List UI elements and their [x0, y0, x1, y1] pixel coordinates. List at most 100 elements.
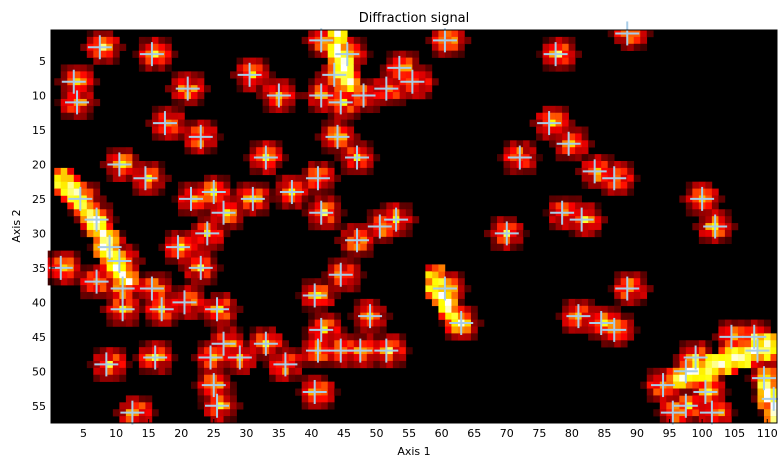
heatmap-cell — [308, 360, 315, 369]
heatmap-cell — [614, 271, 622, 279]
heatmap-cell — [86, 285, 94, 293]
heatmap-cell — [672, 388, 680, 396]
heatmap-cell — [562, 43, 569, 51]
peak-marker — [328, 90, 353, 115]
heatmap-cell — [158, 126, 166, 134]
heatmap-cell — [620, 161, 628, 169]
heatmap-cell — [718, 340, 726, 348]
heatmap-cell — [230, 333, 237, 341]
heatmap-cell — [705, 181, 713, 189]
heatmap-cell — [301, 174, 309, 182]
heatmap-cell — [510, 223, 517, 231]
heatmap-cell — [757, 381, 765, 389]
heatmap-cell — [282, 195, 289, 203]
heatmap-cell — [770, 367, 778, 376]
heatmap-cell — [99, 209, 107, 217]
heatmap-cell — [262, 167, 270, 176]
heatmap-cell — [757, 326, 765, 334]
heatmap-cell — [347, 354, 355, 362]
heatmap-cell — [132, 292, 140, 300]
heatmap-cell — [190, 209, 198, 217]
heatmap-cell — [177, 119, 185, 127]
heatmap-cell — [575, 229, 582, 238]
heatmap-cell — [93, 292, 101, 300]
heatmap-cell — [204, 126, 211, 134]
heatmap-cell — [262, 188, 270, 196]
heatmap-cell — [73, 188, 81, 196]
heatmap-cell — [431, 264, 439, 272]
heatmap-cell — [692, 188, 700, 196]
heatmap-cell — [197, 216, 205, 224]
heatmap-cell — [542, 64, 550, 72]
heatmap-cell — [99, 36, 107, 45]
peak-marker — [651, 373, 676, 398]
heatmap-cell — [763, 402, 771, 410]
heatmap-cell — [360, 326, 368, 334]
x-tick-label: 45 — [337, 427, 351, 440]
heatmap-cell — [314, 85, 322, 93]
heatmap-cell — [614, 181, 622, 189]
heatmap-cell — [151, 133, 159, 141]
heatmap-cell — [510, 140, 517, 148]
heatmap-cell — [718, 347, 726, 355]
heatmap-cell — [633, 43, 641, 51]
heatmap-cell — [412, 71, 420, 79]
heatmap-cell — [308, 195, 315, 203]
heatmap-cell — [93, 30, 101, 38]
heatmap-cell — [197, 85, 205, 93]
heatmap-cell — [204, 119, 211, 127]
heatmap-cell — [138, 367, 146, 376]
heatmap-cell — [256, 347, 263, 355]
heatmap-cell — [405, 347, 413, 355]
heatmap-cell — [145, 409, 153, 417]
heatmap-cell — [360, 354, 368, 362]
heatmap-cell — [698, 395, 706, 403]
heatmap-cell — [177, 98, 185, 107]
heatmap-cell — [112, 312, 120, 320]
heatmap-cell — [366, 98, 374, 107]
heatmap-cell — [568, 223, 576, 231]
heatmap-cell — [327, 43, 335, 51]
heatmap-cell — [750, 360, 758, 369]
heatmap-cell — [353, 340, 361, 348]
heatmap-cell — [217, 416, 224, 424]
heatmap-cell — [321, 395, 329, 403]
heatmap-cell — [67, 257, 75, 265]
heatmap-cell — [672, 354, 680, 362]
peak-marker — [374, 76, 399, 101]
heatmap-cell — [171, 195, 179, 203]
heatmap-cell — [698, 374, 706, 382]
peak-marker — [165, 235, 190, 260]
heatmap-cell — [275, 333, 283, 341]
heatmap-cell — [112, 292, 120, 300]
heatmap-cell — [314, 105, 322, 114]
heatmap-cell — [575, 223, 582, 231]
heatmap-cell — [523, 161, 530, 169]
heatmap-cell — [334, 264, 342, 272]
heatmap-cell — [497, 154, 504, 162]
heatmap-cell — [327, 181, 335, 189]
heatmap-cell — [373, 216, 381, 224]
heatmap-cell — [405, 92, 413, 100]
heatmap-cell — [249, 326, 257, 334]
peak-marker — [690, 186, 715, 211]
heatmap-cell — [750, 367, 758, 376]
peak-marker — [302, 379, 327, 404]
heatmap-cell — [190, 92, 198, 100]
heatmap-cell — [54, 181, 62, 189]
peak-marker — [188, 255, 213, 280]
heatmap-cell — [568, 147, 576, 155]
heatmap-cell — [256, 181, 263, 189]
peak-marker — [703, 214, 728, 239]
heatmap-cell — [405, 209, 413, 217]
heatmap-cell — [399, 340, 407, 348]
heatmap-cell — [425, 285, 433, 293]
heatmap-cell — [373, 154, 381, 162]
heatmap-cell — [327, 126, 335, 134]
heatmap-cell — [86, 271, 94, 279]
heatmap-cell — [275, 195, 283, 203]
heatmap-cell — [164, 133, 172, 141]
heatmap-cell — [86, 243, 94, 251]
heatmap-cell — [503, 140, 511, 148]
heatmap-cell — [503, 161, 511, 169]
